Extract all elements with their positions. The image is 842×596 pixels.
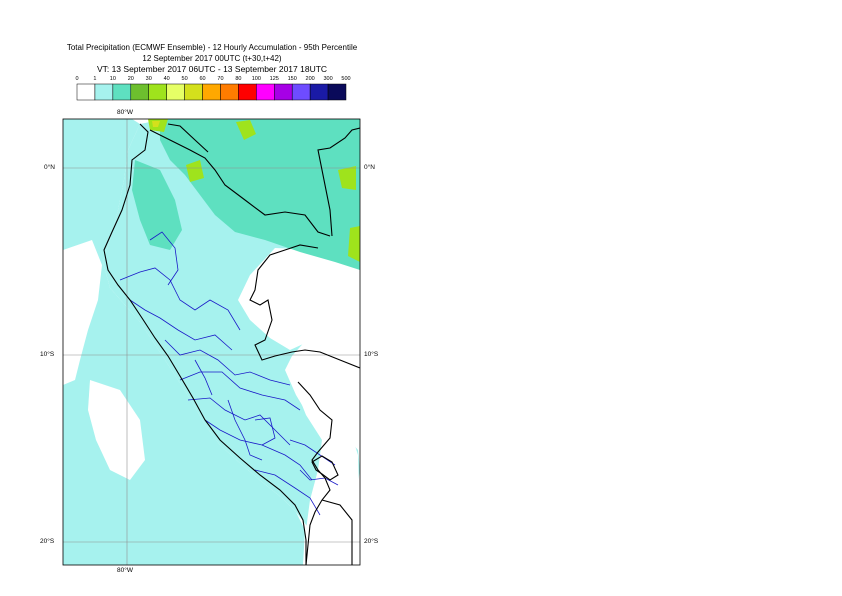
- dry-patch-ocean-2: [88, 380, 145, 480]
- precip-medium-west: [132, 160, 182, 250]
- dry-patch-ocean: [63, 240, 102, 385]
- peru-east-border: [249, 244, 331, 361]
- peru-brazil-border: [317, 127, 360, 237]
- color-legend: 0 1 10 20 30 40 50 60 70 80 100 125 150 200 300 500: [75, 76, 351, 101]
- lat-label-0-left: 0°N: [44, 164, 55, 171]
- peru-bolivia-border: [297, 381, 333, 565]
- legend-tick-label: 30: [146, 76, 152, 82]
- precip-green-4: [338, 166, 356, 190]
- legend-tick-label: 200: [306, 76, 315, 82]
- regional-borders: [119, 231, 339, 516]
- chart-title-line-2: 12 September 2017 00UTC (t+30,t+42): [142, 54, 282, 63]
- dry-patch-east: [238, 248, 360, 350]
- lon-label-bottom: 80°W: [117, 567, 133, 574]
- legend-tick-label: 50: [182, 76, 188, 82]
- lake-titicaca: [311, 455, 339, 481]
- lat-label-10-right: 10°S: [364, 351, 379, 358]
- precip-medium-north: [160, 119, 360, 270]
- legend-tick-label: 125: [270, 76, 279, 82]
- chart-title-line-1: Total Precipitation (ECMWF Ensemble) - 1…: [66, 43, 358, 52]
- precip-green-3: [186, 160, 204, 182]
- lat-label-20-right: 20°S: [364, 538, 379, 545]
- lon-label-top: 80°W: [117, 109, 133, 116]
- colombia-border: [167, 123, 209, 153]
- precip-green-5: [348, 226, 360, 262]
- legend-tick-label: 10: [110, 76, 116, 82]
- coastline: [103, 123, 307, 565]
- legend-tick-label: 40: [164, 76, 170, 82]
- country-borders: [103, 123, 360, 565]
- legend-tick-label: 20: [128, 76, 134, 82]
- brazil-bolivia-border: [329, 355, 360, 369]
- lat-label-0-right: 0°N: [364, 164, 375, 171]
- lat-label-10-left: 10°S: [40, 351, 55, 358]
- legend-tick-label: 60: [199, 76, 205, 82]
- lat-label-20-left: 20°S: [40, 538, 55, 545]
- chart-title-line-3: VT: 13 September 2017 06UTC - 13 Septemb…: [96, 64, 328, 74]
- legend-tick-label: 300: [323, 76, 332, 82]
- legend-tick-label: 100: [252, 76, 261, 82]
- legend-tick-label: 150: [288, 76, 297, 82]
- border-south-chile: [321, 499, 353, 565]
- ecuador-peru-border: [149, 129, 331, 237]
- legend-tick-label: 0: [75, 76, 78, 82]
- legend-tick-label: 500: [341, 76, 350, 82]
- legend-tick-label: 70: [217, 76, 223, 82]
- legend-tick-label: 1: [93, 76, 96, 82]
- precip-green-2: [236, 120, 256, 140]
- map-frame: [62, 118, 361, 566]
- legend-swatch: [327, 83, 347, 101]
- legend-tick-label: 80: [235, 76, 241, 82]
- precip-olive-1: [152, 121, 160, 127]
